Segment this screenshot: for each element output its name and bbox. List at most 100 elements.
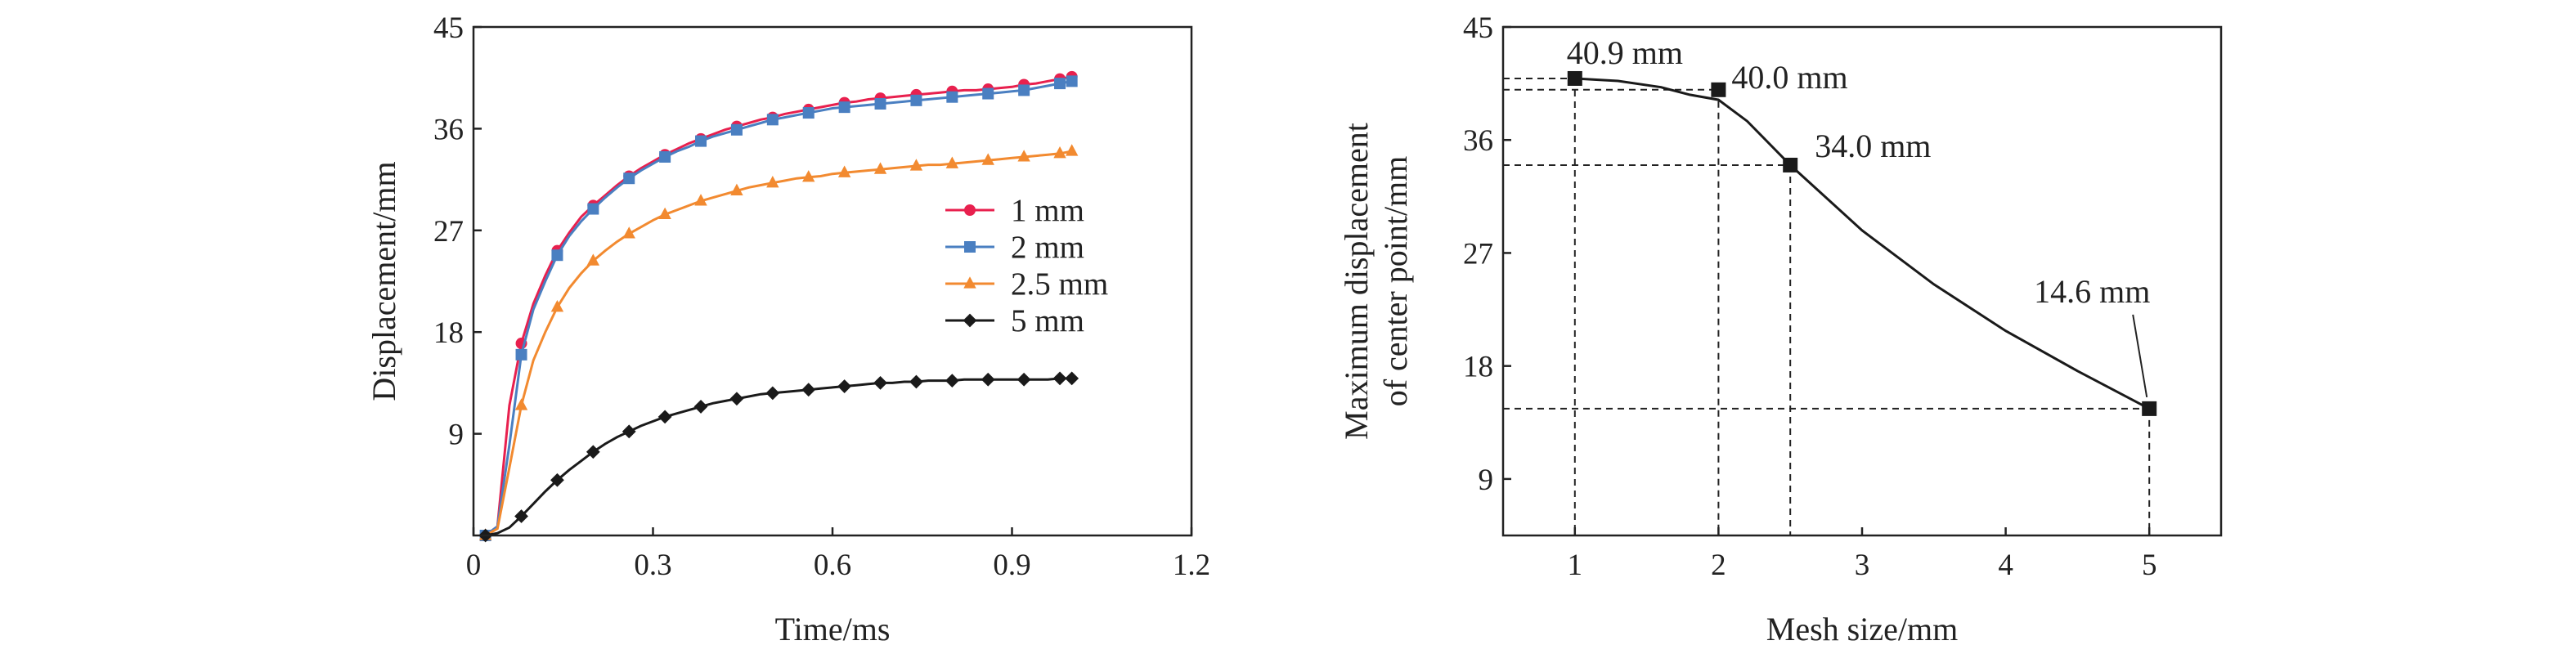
series-3-point [586,445,600,459]
series-line-1 [484,79,1072,537]
series-line-3 [485,377,1072,537]
chart1-ytick-label: 9 [449,419,464,452]
chart2-ytick-label: 27 [1463,237,1493,271]
chart1-xtick-label: 0.9 [993,549,1030,582]
series-3-point [765,386,780,401]
series-2-point [837,165,851,177]
series-1-point [1066,75,1078,87]
series-3-point [693,400,708,414]
chart1-ytick-label: 27 [433,215,464,249]
series-3-point [657,410,672,424]
chart1-series-group [478,70,1079,543]
legend-marker-0 [964,204,976,216]
series-3-point [729,392,744,406]
series-3-point [622,424,636,439]
chart1-xtick-label: 0 [466,549,482,582]
data-point-square [1711,82,1726,97]
series-3-point [801,383,816,397]
series-3-point [1052,371,1067,386]
chart2-ylabel-line2: of center point/mm [1377,156,1414,407]
series-1-point [802,107,815,119]
series-2-point [909,159,923,171]
point-label: 40.0 mm [1731,59,1847,96]
series-2-point [622,226,635,239]
data-point-square [1783,157,1798,172]
legend-label-2: 2.5 mm [1011,267,1108,302]
series-1-point [874,97,886,110]
series-1-point [766,114,779,126]
chart1-xlabel: Time/ms [775,611,891,647]
chart2-guide-lines [1503,77,2151,535]
series-1-point [623,172,635,185]
series-1-point [587,203,599,215]
series-2-point [1053,146,1066,159]
series-2-point [694,194,707,206]
chart1-xtick-label: 0.3 [634,549,671,582]
legend-marker-2 [963,276,976,289]
chart2-xtick-label: 1 [1568,549,1583,582]
series-3-point [909,374,923,389]
series-1-point [659,150,671,163]
series-2-point [873,162,887,174]
chart2-xtick-label: 3 [1855,549,1870,582]
chart1-xtick-label: 0.6 [814,549,851,582]
chart2-xtick-label: 5 [2142,549,2157,582]
legend-marker-3 [963,313,977,328]
chart2-ytick-label: 45 [1463,11,1493,45]
series-1-point [946,91,958,103]
series-3-point [873,376,887,390]
legend-label-1: 2 mm [1011,230,1084,265]
series-2-point [945,156,959,168]
series-3-point [1016,372,1031,387]
point-label: 40.9 mm [1567,34,1683,71]
chart1-axis-ticks: 0 0.3 0.6 0.9 1.2 9 18 27 36 45 [433,11,1210,582]
chart2-ylabel-line1: Maximum displacement [1338,123,1375,440]
series-3-point [514,509,528,523]
chart1-xtick-label: 1.2 [1173,549,1210,582]
chart1-ylabel: Displacement/mm [366,161,402,401]
chart2-ytick-label: 18 [1463,351,1493,384]
series-3-point [945,374,959,388]
series-1-point [695,135,707,147]
series-3-point [1065,371,1079,386]
chart2-ytick-label: 9 [1479,464,1494,497]
chart2-xtick-label: 4 [1998,549,2013,582]
series-1-point [551,249,563,262]
series-1-point [982,87,994,100]
series-1-point [515,348,527,361]
chart2-annotations: 40.9 mm 40.0 mm 34.0 mm 14.6 mm [1567,34,2150,398]
chart1-ytick-label: 45 [433,11,464,45]
series-1-point [838,101,850,114]
series-1-point [730,123,743,136]
series-line-2 [484,150,1072,537]
chart1-ytick-label: 36 [433,113,464,146]
chart2-curve [1574,77,2150,410]
chart2-points [1567,70,2157,416]
label-leader-line [2132,314,2148,398]
chart2-xlabel: Mesh size/mm [1766,611,1958,647]
series-2-point [550,300,564,312]
point-label: 34.0 mm [1815,128,1931,164]
series-3-point [550,473,564,487]
data-point-square [2142,401,2157,416]
series-2-point [586,253,600,266]
series-2-point [802,170,815,182]
chart2-xtick-label: 2 [1711,549,1726,582]
legend-label-3: 5 mm [1011,303,1084,338]
series-line-0 [484,75,1072,537]
series-1-point [1054,78,1066,90]
data-point-square [1567,70,1582,86]
series-1-point [1018,84,1030,96]
point-label: 14.6 mm [2034,273,2150,310]
chart1-legend: 1 mm2 mm2.5 mm5 mm [945,193,1108,338]
series-2-point [514,398,528,410]
series-3-point [981,372,995,387]
series-1-point [910,94,922,106]
series-2-point [1065,144,1079,156]
series-2-point [1017,150,1030,162]
series-2-point [730,183,743,196]
series-2-point [658,207,671,220]
chart-displacement-vs-time: 0 0.3 0.6 0.9 1.2 9 18 27 36 45 Time/ms Displacem… [366,11,1210,647]
